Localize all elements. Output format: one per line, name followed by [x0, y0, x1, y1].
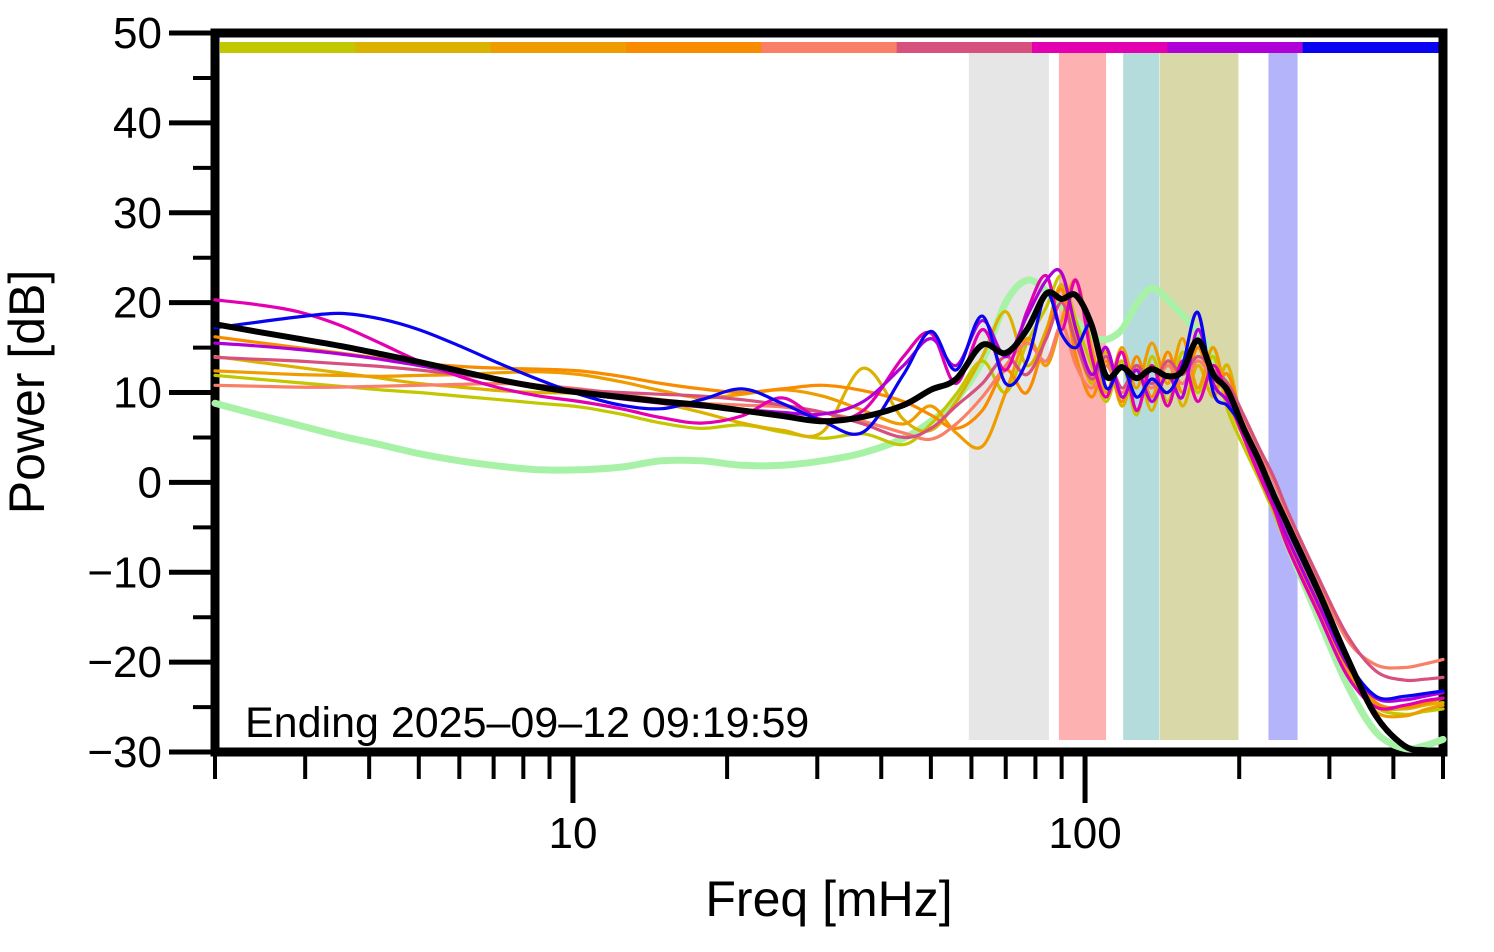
curve-segment-8: [213, 268, 1445, 703]
band-lavender: [1268, 53, 1298, 740]
y-tick-label: 40: [113, 99, 162, 148]
y-tick-label: −30: [87, 728, 162, 777]
time-colorbar: [220, 42, 1439, 53]
time-colorbar-segment-4: [626, 42, 762, 53]
time-colorbar-segment-3: [490, 42, 627, 53]
y-tick-label: −20: [87, 638, 162, 687]
band-pink: [1058, 53, 1107, 740]
time-colorbar-segment-8: [1167, 42, 1304, 53]
curve-reference-spectrum: [211, 276, 1447, 753]
y-tick-label: 30: [113, 189, 162, 238]
y-tick-label: 10: [113, 369, 162, 418]
curve-segment-3: [213, 278, 1445, 719]
ending-timestamp-annotation: Ending 2025–09–12 09:19:59: [245, 699, 809, 747]
x-tick-labels: 10 100: [548, 809, 1121, 858]
y-axis-label: Power [dB]: [0, 270, 55, 515]
time-colorbar-segment-5: [761, 42, 898, 53]
time-colorbar-segment-2: [355, 42, 492, 53]
curve-segment-2: [213, 282, 1445, 712]
y-tick-label: −10: [87, 548, 162, 597]
time-colorbar-segment-6: [896, 42, 1033, 53]
curve-segment-7: [213, 274, 1445, 711]
time-colorbar-segment-7: [1032, 42, 1168, 53]
time-colorbar-segment-9: [1302, 42, 1439, 53]
y-tick-label: 20: [113, 279, 162, 328]
curve-segment-9: [213, 291, 1445, 701]
curve-mean-spectrum: [212, 289, 1446, 755]
y-tick-labels: 50 40 30 20 10 0 −10 −20 −30: [87, 9, 162, 777]
y-tick-label: 50: [113, 9, 162, 58]
curve-segment-1: [213, 274, 1445, 717]
x-tick-label: 10: [548, 809, 597, 858]
frequency-bands: [968, 53, 1298, 740]
axis-ticks: [169, 30, 1445, 803]
x-axis-label: Freq [mHz]: [705, 871, 952, 927]
x-tick-label: 100: [1048, 809, 1121, 858]
spectrum-curves: [211, 268, 1447, 755]
time-colorbar-segment-1: [220, 42, 356, 53]
y-tick-label: 0: [138, 458, 162, 507]
